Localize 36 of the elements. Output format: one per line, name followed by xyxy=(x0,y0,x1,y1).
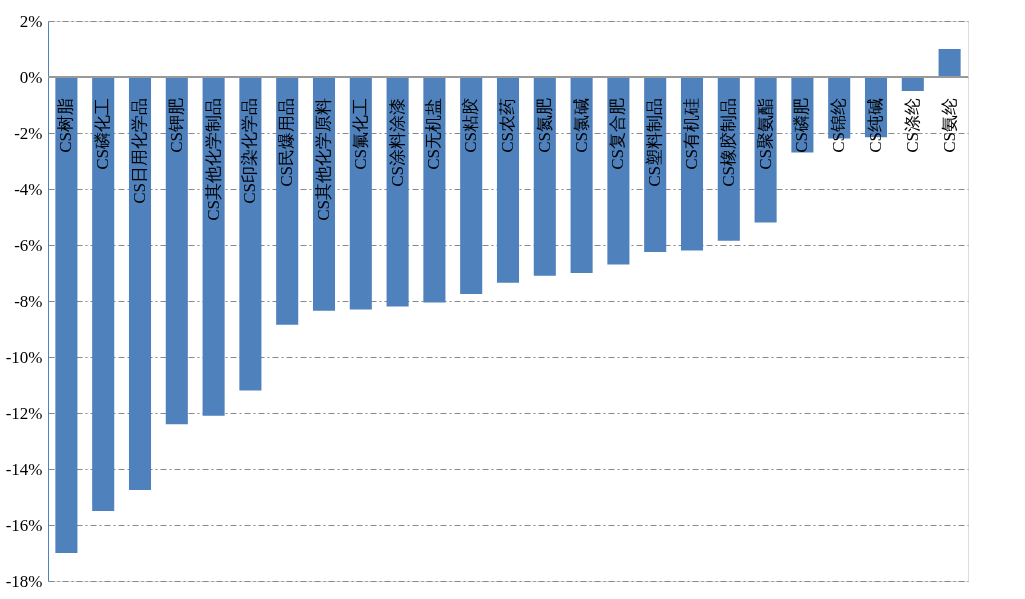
x-tick-label: CS日用化学品 xyxy=(130,98,149,204)
x-tick-label: CS氨纶 xyxy=(939,98,959,153)
y-tick-label: -8% xyxy=(14,291,43,311)
y-tick-label: -14% xyxy=(5,459,43,479)
x-tick-label: CS纯碱 xyxy=(866,98,885,153)
x-tick-label: CS橡胶制品 xyxy=(718,98,738,187)
x-tick-label: CS树脂 xyxy=(56,98,76,153)
y-tick-label: -6% xyxy=(14,235,43,255)
x-tick-label: CS钾肥 xyxy=(166,98,186,153)
x-tick-label: CS复合肥 xyxy=(608,98,628,170)
y-tick-label: -10% xyxy=(5,347,43,367)
x-tick-label: CS农药 xyxy=(498,98,517,153)
y-tick-label: 2% xyxy=(19,11,43,31)
x-tick-label: CS其他化学制品 xyxy=(203,98,223,221)
y-tick-label: -4% xyxy=(14,179,43,199)
x-tick-label: CS粘胶 xyxy=(461,98,481,153)
x-tick-label: CS其他化学原料 xyxy=(314,98,333,221)
y-tick-label: -12% xyxy=(5,403,43,423)
y-tick-label: 0% xyxy=(19,67,43,87)
x-tick-label: CS涂料涂漆 xyxy=(387,98,407,187)
y-tick-label: -16% xyxy=(5,515,43,535)
x-tick-label: CS民爆用品 xyxy=(277,98,297,187)
x-tick-label: CS塑料制品 xyxy=(645,98,665,187)
x-tick-label: CS聚氨酯 xyxy=(755,98,775,170)
x-tick-label: CS氯碱 xyxy=(571,98,591,153)
x-tick-label: CS锦纶 xyxy=(829,98,849,153)
x-tick-label: CS无机盐 xyxy=(424,98,444,170)
x-tick-label: CS氟化工 xyxy=(350,98,370,170)
x-tick-label: CS涤纶 xyxy=(902,98,922,153)
x-tick-label: CS印染化学品 xyxy=(240,98,260,204)
x-tick-label: CS磷化工 xyxy=(93,98,113,170)
y-tick-label: -2% xyxy=(14,123,43,143)
x-tick-label: CS有机硅 xyxy=(682,98,701,170)
y-tick-label: -18% xyxy=(5,571,43,591)
x-tick-label: CS氮肥 xyxy=(534,98,554,153)
x-tick-label: CS磷肥 xyxy=(792,98,812,153)
